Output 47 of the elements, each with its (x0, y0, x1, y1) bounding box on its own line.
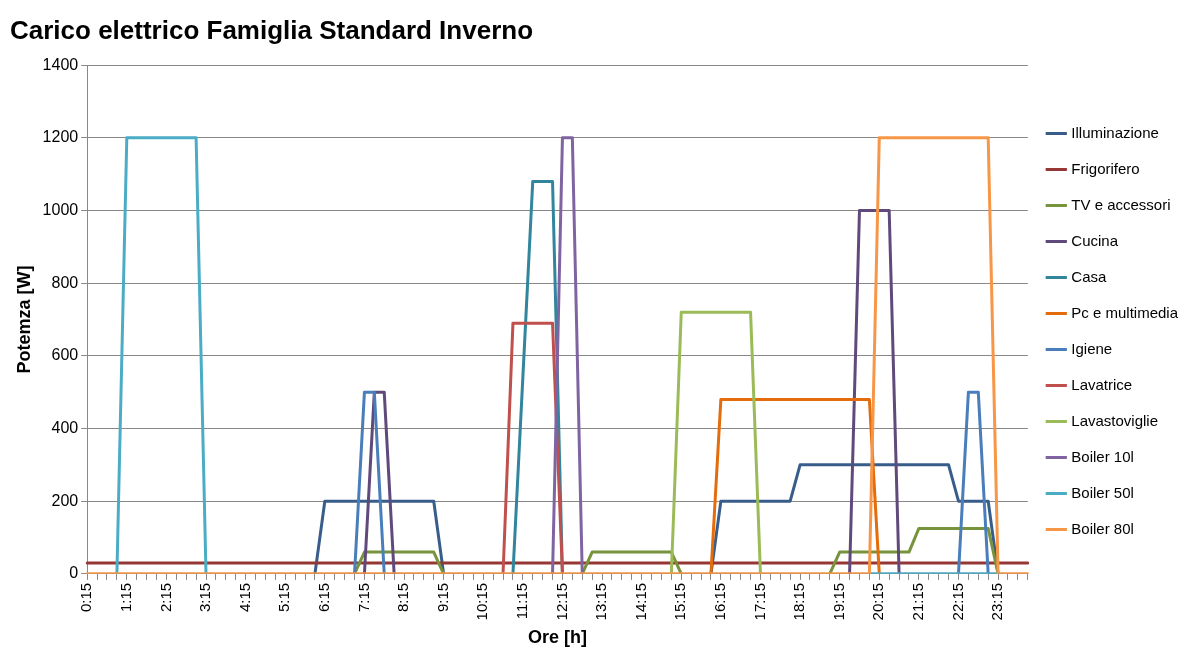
legend-label: TV e accessori (1071, 195, 1171, 213)
x-tick-label: 14:15 (631, 582, 649, 621)
y-tick-label: 400 (51, 418, 79, 436)
x-tick-label: 4:15 (235, 582, 253, 613)
legend-label: Boiler 80l (1071, 519, 1134, 537)
x-tick-label: 21:15 (909, 582, 927, 621)
x-tick-label: 5:15 (275, 582, 293, 613)
x-tick-label: 0:15 (77, 582, 95, 613)
x-tick-label: 12:15 (552, 582, 570, 621)
legend-label: Frigorifero (1071, 159, 1140, 177)
y-tick-label: 600 (51, 346, 79, 364)
x-tick-label: 11:15 (512, 582, 530, 620)
y-tick-label: 1000 (42, 200, 79, 218)
y-tick-label: 1200 (42, 128, 79, 146)
x-tick-label: 6:15 (314, 582, 332, 613)
x-tick-label: 2:15 (156, 582, 174, 613)
x-tick-label: 23:15 (988, 582, 1006, 621)
legend-label: Casa (1071, 267, 1107, 285)
x-tick-label: 15:15 (671, 582, 689, 621)
y-tick-label: 200 (51, 491, 79, 509)
y-tick-label: 1400 (42, 55, 79, 73)
x-tick-label: 13:15 (592, 582, 610, 621)
y-tick-label: 0 (69, 564, 79, 582)
x-tick-label: 1:15 (116, 582, 134, 613)
legend-label: Illuminazione (1071, 123, 1159, 141)
legend-label: Lavastoviglie (1071, 411, 1159, 429)
x-tick-label: 8:15 (394, 582, 412, 613)
chart-title: Carico elettrico Famiglia Standard Inverno (10, 14, 534, 45)
legend-label: Cucina (1071, 231, 1119, 249)
legend-label: Igiene (1071, 339, 1113, 357)
x-tick-label: 10:15 (473, 582, 491, 621)
y-axis-title: Potemza [W] (13, 265, 34, 374)
x-tick-label: 18:15 (790, 582, 808, 621)
x-axis-title: Ore [h] (527, 627, 587, 648)
legend-label: Boiler 10l (1071, 447, 1134, 465)
x-tick-label: 7:15 (354, 582, 372, 613)
x-tick-label: 3:15 (196, 582, 214, 613)
x-tick-label: 16:15 (711, 582, 728, 621)
y-tick-label: 800 (51, 273, 79, 291)
x-tick-label: 9:15 (433, 582, 451, 613)
x-tick-label: 17:15 (750, 582, 768, 621)
x-tick-label: 19:15 (829, 582, 847, 621)
x-tick-label: 22:15 (948, 582, 966, 621)
x-tick-label: 20:15 (869, 582, 887, 621)
legend-label: Lavatrice (1071, 375, 1133, 393)
legend-label: Pc e multimedia (1071, 303, 1179, 321)
legend-label: Boiler 50l (1071, 483, 1134, 501)
